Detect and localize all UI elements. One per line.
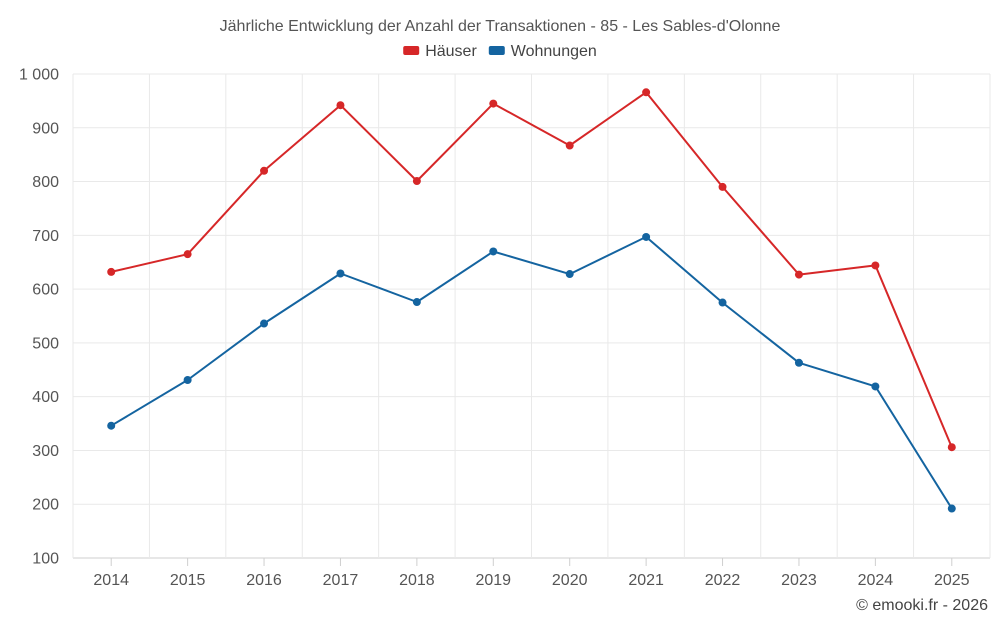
y-tick-label: 1 000: [19, 67, 59, 84]
credit-text: © emooki.fr - 2026: [856, 597, 988, 614]
x-tick-label: 2025: [934, 572, 970, 589]
data-point[interactable]: [336, 101, 345, 110]
data-point[interactable]: [565, 141, 574, 150]
data-point[interactable]: [183, 250, 192, 259]
y-tick-label: 500: [32, 335, 59, 352]
x-tick-label: 2023: [781, 572, 817, 589]
legend-swatch: [403, 46, 420, 55]
x-tick-label: 2024: [858, 572, 894, 589]
y-axis-ticks: 100 200 300 400 500 600 700 800 900 1 000: [19, 67, 59, 568]
y-tick-label: 800: [32, 174, 59, 191]
data-point[interactable]: [183, 375, 192, 384]
series-line: [110, 235, 953, 510]
data-point[interactable]: [947, 443, 956, 452]
data-point[interactable]: [107, 421, 116, 430]
data-point[interactable]: [260, 319, 269, 328]
x-tick-label: 2014: [93, 572, 129, 589]
x-tick-label: 2016: [246, 572, 282, 589]
grid-lines: [72, 73, 991, 559]
y-tick-label: 900: [32, 120, 59, 137]
data-point[interactable]: [489, 247, 498, 256]
data-point[interactable]: [947, 504, 956, 513]
y-tick-label: 100: [32, 551, 59, 568]
y-tick-label: 200: [32, 497, 59, 514]
series-wohnungen: [107, 232, 956, 513]
chart-title: Jährliche Entwicklung der Anzahl der Tra…: [220, 18, 781, 35]
x-axis-ticks: 2014 2015 2016 2017 2018 2019 2020 2021 2022 2023…: [93, 558, 970, 589]
data-point[interactable]: [794, 358, 803, 367]
data-point[interactable]: [412, 298, 421, 307]
legend-item[interactable]: Häuser: [403, 43, 477, 60]
x-tick-label: 2015: [170, 572, 206, 589]
data-point[interactable]: [489, 99, 498, 108]
y-tick-label: 400: [32, 389, 59, 406]
data-point[interactable]: [260, 166, 269, 175]
data-point[interactable]: [642, 88, 651, 97]
data-point[interactable]: [336, 269, 345, 278]
y-tick-label: 300: [32, 443, 59, 460]
legend-label: Wohnungen: [511, 43, 597, 60]
x-tick-label: 2019: [475, 572, 511, 589]
data-point[interactable]: [871, 382, 880, 391]
series-layer: [107, 88, 956, 513]
x-tick-label: 2018: [399, 572, 435, 589]
legend: Häuser Wohnungen: [403, 43, 597, 60]
x-tick-label: 2021: [628, 572, 664, 589]
series-line: [110, 91, 953, 448]
legend-swatch: [488, 46, 505, 55]
series-haeuser: [107, 88, 956, 452]
y-tick-label: 700: [32, 228, 59, 245]
x-tick-label: 2017: [323, 572, 359, 589]
data-point[interactable]: [565, 270, 574, 279]
data-point[interactable]: [412, 177, 421, 186]
legend-item[interactable]: Wohnungen: [488, 43, 597, 60]
data-point[interactable]: [718, 298, 727, 307]
legend-label: Häuser: [425, 43, 477, 60]
data-point[interactable]: [107, 267, 116, 276]
data-point[interactable]: [642, 232, 651, 241]
data-point[interactable]: [718, 182, 727, 191]
y-tick-label: 600: [32, 282, 59, 299]
x-tick-label: 2022: [705, 572, 741, 589]
data-point[interactable]: [794, 270, 803, 279]
x-tick-label: 2020: [552, 572, 588, 589]
data-point[interactable]: [871, 261, 880, 270]
